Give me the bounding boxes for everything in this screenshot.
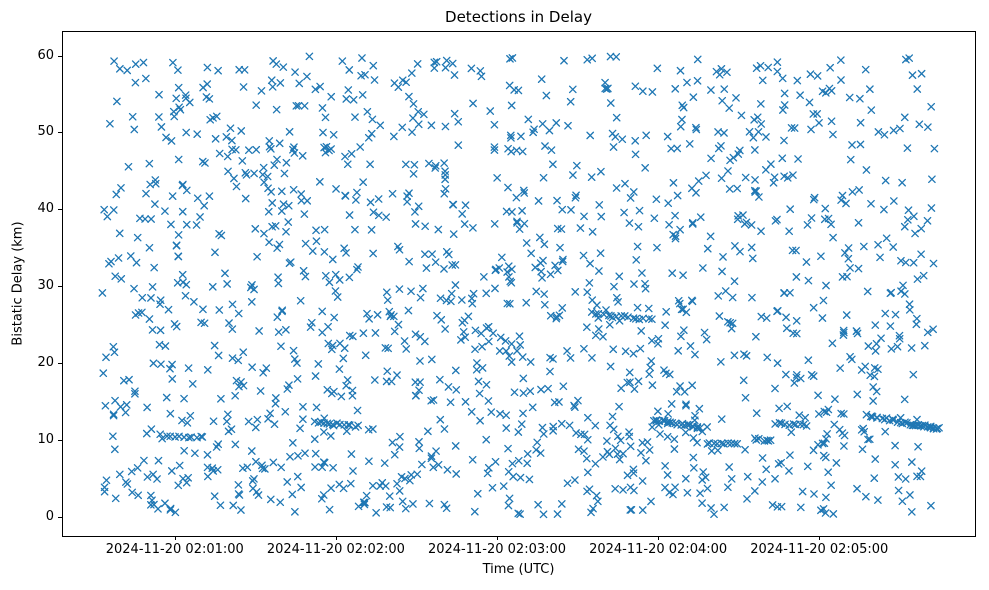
chart-title: Detections in Delay [445, 8, 592, 26]
x-axis-label: Time (UTC) [482, 562, 555, 577]
x-tick-label: 2024-11-20 02:05:00 [750, 542, 889, 557]
x-tick-label: 2024-11-20 02:01:00 [105, 542, 244, 557]
x-tick-label: 2024-11-20 02:04:00 [589, 542, 728, 557]
x-tick-label: 2024-11-20 02:02:00 [266, 542, 405, 557]
y-tick-label: 50 [37, 124, 54, 140]
y-tick-label: 10 [37, 431, 54, 447]
y-tick-label: 60 [37, 47, 54, 63]
y-tick-label: 40 [37, 201, 54, 217]
y-tick-label: 20 [37, 355, 54, 371]
y-tick-label: 0 [45, 508, 54, 524]
x-tick-label: 2024-11-20 02:03:00 [427, 542, 567, 557]
y-tick-label: 30 [37, 278, 54, 294]
